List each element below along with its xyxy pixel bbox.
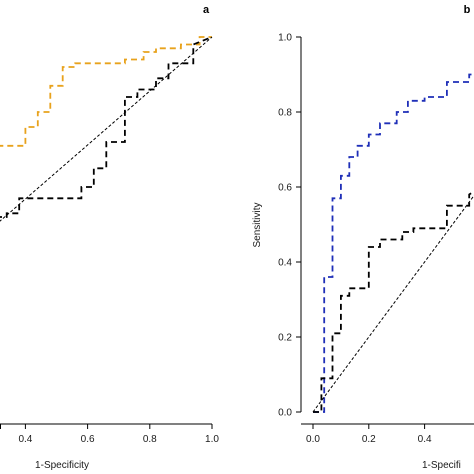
panel-b-y-tick-label: 0.0 bbox=[278, 408, 292, 419]
panel-b-x-tick-label: 0.0 bbox=[306, 434, 320, 445]
panel-b-series-1-line bbox=[313, 190, 474, 413]
panel-b: b 0.0 0.2 0.4 0.0 0.2 0.4 0.6 0.8 1.0 Sensitivit… bbox=[252, 4, 474, 471]
panel-b-x-tick-label: 0.4 bbox=[418, 434, 432, 445]
panel-a-series bbox=[0, 36, 213, 222]
panel-a-letter: a bbox=[203, 4, 210, 16]
panel-a-x-tick-label: 0.4 bbox=[18, 434, 32, 445]
panel-a: a 0.4 0.6 0.8 1.0 1-Specificity bbox=[0, 4, 219, 471]
panel-a-series-2-line bbox=[0, 36, 213, 222]
panel-b-y-tick-label: 0.6 bbox=[278, 183, 292, 194]
panel-b-ticks: 0.0 0.2 0.4 0.0 0.2 0.4 0.6 0.8 1.0 bbox=[278, 33, 432, 446]
panel-a-series-0-line bbox=[0, 36, 212, 147]
panel-a-x-ticks: 0.4 0.6 0.8 1.0 bbox=[0, 424, 219, 445]
panel-b-series bbox=[312, 73, 474, 413]
panel-b-y-tick-label: 0.8 bbox=[278, 108, 292, 119]
panel-b-x-tick-label: 0.2 bbox=[362, 434, 376, 445]
panel-a-x-tick-label: 0.8 bbox=[143, 434, 157, 445]
panel-b-x-axis-title: 1-Specifi bbox=[422, 460, 461, 471]
panel-a-x-tick-label: 0.6 bbox=[81, 434, 95, 445]
panel-b-letter: b bbox=[464, 4, 471, 16]
panel-a-x-tick-label: 1.0 bbox=[205, 434, 219, 445]
panel-b-y-tick-label: 1.0 bbox=[278, 33, 292, 44]
panel-b-series-2-line bbox=[312, 194, 474, 413]
panel-b-series-0-line bbox=[313, 73, 474, 413]
panel-b-y-axis-title: Sensitivity bbox=[252, 202, 263, 247]
panel-a-series-1-line bbox=[0, 36, 213, 218]
panel-a-x-axis-title: 1-Specificity bbox=[35, 460, 89, 471]
panel-b-y-tick-label: 0.4 bbox=[278, 258, 292, 269]
panel-b-y-tick-label: 0.2 bbox=[278, 333, 292, 344]
